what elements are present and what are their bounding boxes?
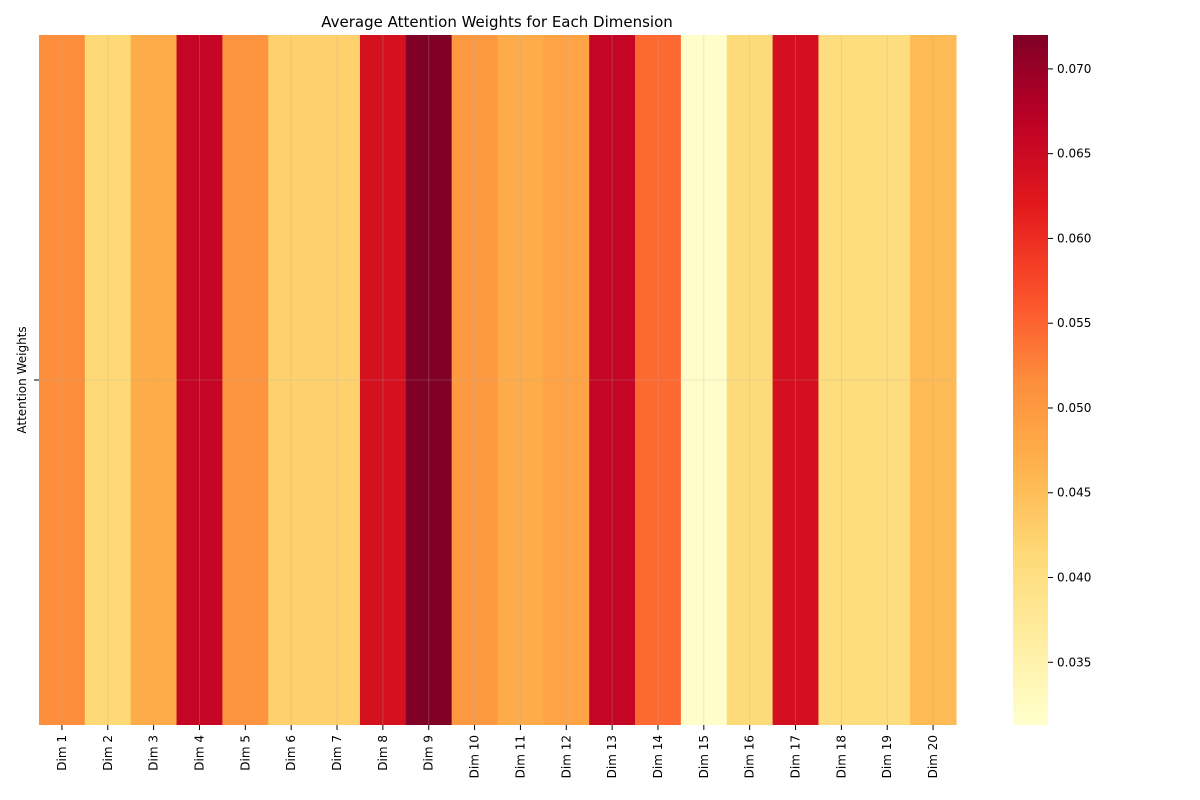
x-axis-ticks: Dim 1 Dim 2 Dim 3 Dim 4 Dim 5 Dim 6 Dim 7 Dim 8… xyxy=(55,725,940,778)
heatmap-cell xyxy=(268,35,315,725)
x-tick-label: Dim 9 xyxy=(422,735,436,771)
x-tick-label: Dim 16 xyxy=(743,735,757,778)
x-tick-label: Dim 4 xyxy=(193,735,207,771)
heatmap-grid xyxy=(39,35,956,725)
heatmap-cell xyxy=(589,35,636,725)
colorbar-tick-label: 0.050 xyxy=(1057,401,1091,415)
x-tick-label: Dim 2 xyxy=(101,735,115,771)
chart-title: Average Attention Weights for Each Dimen… xyxy=(321,13,673,31)
heatmap-cell xyxy=(910,35,957,725)
colorbar-tick-label: 0.040 xyxy=(1057,571,1091,585)
colorbar-ticks: 0.035 0.040 0.045 0.050 0.055 0.060 0.065 0.070 xyxy=(1048,62,1091,669)
x-tick-label: Dim 11 xyxy=(513,735,527,778)
x-tick-label: Dim 10 xyxy=(468,735,482,778)
x-tick-label: Dim 3 xyxy=(147,735,161,771)
x-tick-label: Dim 13 xyxy=(605,735,619,778)
heatmap-cell xyxy=(222,35,269,725)
heatmap-cell xyxy=(176,35,223,725)
colorbar-tick-label: 0.070 xyxy=(1057,62,1091,76)
heatmap-cell xyxy=(864,35,911,725)
heatmap-cell xyxy=(543,35,590,725)
heatmap-cell xyxy=(130,35,178,725)
heatmap-cell xyxy=(84,35,132,725)
heatmap-cell xyxy=(772,35,819,725)
x-tick-label: Dim 7 xyxy=(330,735,344,771)
colorbar-tick-label: 0.060 xyxy=(1057,231,1091,245)
heatmap-cell xyxy=(359,35,407,725)
heatmap-cell xyxy=(497,35,544,725)
heatmap-cell xyxy=(405,35,453,725)
heatmap-cell xyxy=(726,35,774,725)
heatmap-cell xyxy=(818,35,865,725)
x-tick-label: Dim 19 xyxy=(880,735,894,778)
x-tick-label: Dim 17 xyxy=(789,735,803,778)
x-tick-label: Dim 6 xyxy=(284,735,298,771)
heatmap-cell xyxy=(635,35,682,725)
colorbar-tick-label: 0.045 xyxy=(1057,486,1091,500)
heatmap-cells xyxy=(39,35,957,725)
colorbar-tick-label: 0.055 xyxy=(1057,316,1091,330)
x-tick-label: Dim 15 xyxy=(697,735,711,778)
x-tick-label: Dim 20 xyxy=(926,735,940,778)
y-axis-label: Attention Weights xyxy=(15,326,29,433)
colorbar-tick-label: 0.035 xyxy=(1057,655,1091,669)
x-tick-label: Dim 14 xyxy=(651,735,665,778)
x-tick-label: Dim 1 xyxy=(55,735,69,771)
colorbar-tick-label: 0.065 xyxy=(1057,147,1091,161)
x-tick-label: Dim 8 xyxy=(376,735,390,771)
x-tick-label: Dim 5 xyxy=(238,735,252,771)
heatmap-cell xyxy=(451,35,498,725)
x-tick-label: Dim 12 xyxy=(559,735,573,778)
colorbar xyxy=(1013,35,1048,725)
heatmap-cell xyxy=(39,35,86,725)
heatmap-cell xyxy=(680,35,728,725)
x-tick-label: Dim 18 xyxy=(834,735,848,778)
heatmap-cell xyxy=(314,35,361,725)
